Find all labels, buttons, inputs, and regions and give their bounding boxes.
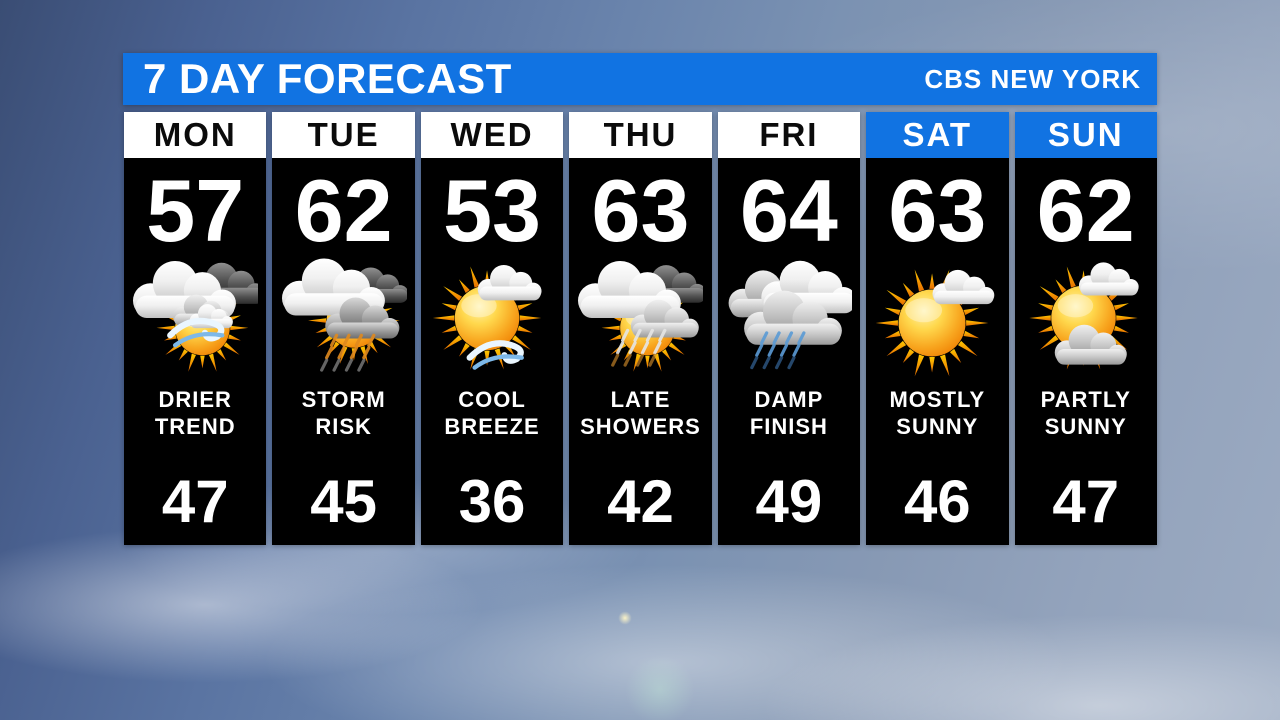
clouds-sun-rain-icon	[577, 256, 704, 380]
condition-line-2: SUNNY	[896, 414, 979, 439]
day-column-tue: TUE 62 STORM RISK 45	[272, 112, 415, 545]
condition-line-2: SUNNY	[1044, 414, 1127, 439]
page-title: 7 DAY FORECAST	[143, 55, 512, 102]
high-temp: 63	[591, 161, 690, 260]
sun-clouds-wind-icon	[132, 256, 259, 380]
condition-label: STORM RISK	[302, 386, 386, 440]
condition-label: COOL BREEZE	[444, 386, 539, 440]
high-temp: 63	[888, 161, 987, 260]
sun-cloud-breeze-icon	[429, 256, 555, 380]
condition-line-1: COOL	[458, 387, 526, 412]
condition-line-1: DAMP	[754, 387, 824, 412]
station-name: CBS NEW YORK	[924, 63, 1141, 94]
condition-line-1: DRIER	[158, 387, 232, 412]
day-column-mon: MON 57 DRIER TREND 47	[124, 112, 267, 545]
condition-label: MOSTLY SUNNY	[889, 386, 985, 440]
day-column-thu: THU 63 LATE SHOWERS 42	[569, 112, 712, 545]
condition-line-1: STORM	[301, 387, 386, 412]
day-column-wed: WED 53 COOL BREEZE 36	[420, 112, 564, 545]
condition-line-2: FINISH	[749, 414, 828, 439]
day-panel: 62 STORM RISK 45	[272, 158, 415, 545]
day-label: SUN	[1014, 112, 1157, 158]
day-column-sat: SAT 63 MOSTLY SUNNY 46	[866, 112, 1009, 545]
condition-label: DRIER TREND	[155, 386, 236, 440]
condition-line-2: SHOWERS	[580, 414, 701, 439]
low-temp: 42	[607, 468, 674, 535]
high-temp: 53	[443, 161, 541, 260]
day-label: WED	[420, 112, 564, 158]
low-temp: 47	[1052, 468, 1120, 535]
day-label: THU	[569, 112, 712, 158]
day-label: FRI	[717, 112, 861, 158]
day-column-fri: FRI 64 DAMP FINISH 49	[717, 112, 861, 545]
low-temp: 36	[458, 468, 526, 535]
low-temp: 47	[161, 468, 229, 535]
condition-line-2: RISK	[315, 414, 372, 439]
day-label: TUE	[272, 112, 415, 158]
day-panel: 63 MOSTLY SUNNY 46	[866, 158, 1009, 545]
high-temp: 62	[294, 161, 393, 260]
condition-label: DAMP FINISH	[750, 386, 828, 440]
low-temp: 49	[755, 468, 823, 535]
day-panel: 64 DAMP FINISH 49	[717, 158, 861, 545]
condition-line-1: PARTLY	[1040, 387, 1131, 412]
condition-label: LATE SHOWERS	[580, 386, 701, 440]
condition-label: PARTLY SUNNY	[1041, 386, 1131, 440]
forecast-header-bar: 7 DAY FORECAST CBS NEW YORK	[123, 53, 1157, 105]
condition-line-1: LATE	[610, 387, 671, 412]
high-temp: 57	[146, 161, 245, 260]
day-panel: 53 COOL BREEZE 36	[420, 158, 564, 545]
sun-storm-rain-icon	[281, 256, 407, 380]
day-panel: 62 PARTLY SUNNY 47	[1014, 158, 1157, 545]
low-temp: 46	[903, 468, 971, 535]
day-label: MON	[124, 112, 267, 158]
day-column-sun: SUN 62 PARTLY SUNNY 47	[1014, 112, 1157, 545]
day-panel: 63 LATE SHOWERS 42	[569, 158, 712, 545]
high-temp: 62	[1036, 161, 1135, 260]
condition-line-1: MOSTLY	[889, 387, 986, 412]
day-label: SAT	[866, 112, 1009, 158]
low-temp: 45	[310, 468, 377, 535]
day-panel: 57 DRIER TREND 47	[124, 158, 267, 545]
condition-line-2: BREEZE	[444, 414, 540, 439]
rain-clouds-icon	[726, 256, 852, 380]
partly-sunny-icon	[1023, 256, 1149, 380]
high-temp: 64	[739, 161, 838, 260]
condition-line-2: TREND	[154, 414, 236, 439]
mostly-sunny-icon	[874, 256, 1000, 380]
forecast-columns: MON 57 DRIER TREND 47 TUE 62	[124, 112, 1157, 545]
